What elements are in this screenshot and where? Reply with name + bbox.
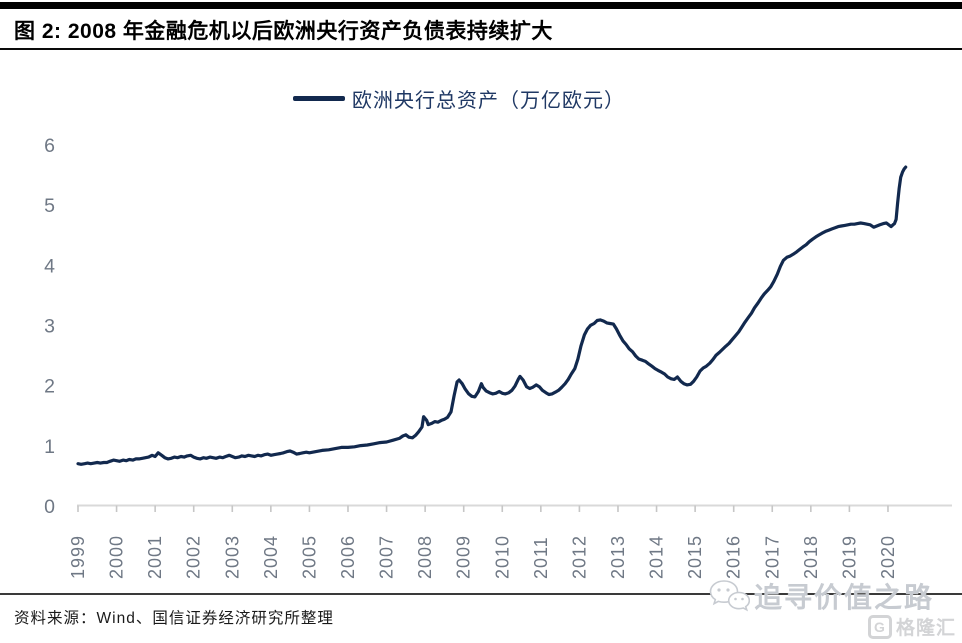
top-rule	[0, 2, 962, 9]
y-tick-label: 2	[44, 376, 55, 398]
y-tick-label: 0	[44, 496, 55, 518]
x-tick-label: 2004	[261, 535, 281, 579]
x-tick-label: 2001	[145, 535, 165, 579]
x-tick-label: 2020	[878, 535, 898, 579]
watermark-value-road-text: 追寻价值之路	[753, 582, 934, 613]
y-tick-label: 1	[44, 436, 55, 458]
x-tick-label: 2006	[338, 535, 358, 579]
legend-line-swatch	[293, 96, 345, 101]
y-tick-label: 3	[44, 315, 55, 337]
gelonghui-logo-icon: G	[867, 614, 892, 639]
x-tick-label: 2003	[222, 535, 242, 579]
y-tick-label: 4	[44, 255, 55, 277]
x-tick-label: 2000	[107, 535, 127, 579]
x-tick-label: 2018	[801, 535, 821, 579]
figure-title: 图 2: 2008 年金融危机以后欧洲央行资产负债表持续扩大	[14, 20, 553, 43]
x-tick-label: 2007	[377, 535, 397, 579]
x-tick-label: 2019	[839, 535, 859, 579]
chart-line-ecb-total-assets	[76, 165, 908, 466]
x-tick-label: 2015	[685, 535, 705, 579]
x-tick-label: 2013	[608, 535, 628, 579]
x-tick-label: 1999	[68, 535, 88, 579]
x-tick-label: 2016	[724, 535, 744, 579]
x-tick-label: 2014	[647, 535, 667, 579]
y-tick-label: 6	[44, 135, 55, 157]
title-rule	[0, 48, 962, 50]
watermark-gelonghui-text: 格隆汇	[895, 618, 956, 639]
y-tick-label: 5	[44, 195, 55, 217]
x-tick-label: 2008	[415, 535, 435, 579]
watermark-gelonghui: G 格隆汇	[867, 613, 956, 640]
x-tick-label: 2011	[531, 536, 551, 579]
chart-legend: 欧洲央行总资产（万亿欧元）	[293, 84, 625, 113]
wechat-icon	[709, 580, 750, 612]
x-tick-label: 2002	[184, 535, 204, 579]
watermark-value-road: 追寻价值之路	[708, 576, 934, 616]
source-note: 资料来源：Wind、国信证券经济研究所整理	[14, 610, 334, 627]
x-tick-label: 2009	[454, 535, 474, 579]
legend-label: 欧洲央行总资产（万亿欧元）	[352, 90, 625, 112]
x-tick-label: 2010	[492, 535, 512, 579]
x-tick-label: 2017	[762, 535, 782, 579]
footer-rule	[0, 593, 962, 595]
x-tick-label: 2012	[569, 535, 589, 579]
x-tick-label: 2005	[299, 535, 319, 579]
